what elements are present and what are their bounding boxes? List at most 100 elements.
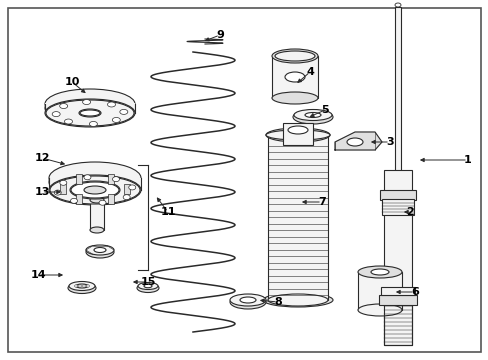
Bar (45, 103, 135, 113)
Bar (108, 194, 114, 203)
Ellipse shape (263, 293, 332, 307)
Bar (394, 7, 400, 185)
Ellipse shape (74, 285, 77, 287)
Ellipse shape (79, 109, 101, 117)
Text: 11: 11 (160, 207, 175, 217)
Bar (76, 194, 82, 203)
Ellipse shape (138, 283, 158, 289)
Ellipse shape (265, 130, 329, 140)
Ellipse shape (84, 175, 91, 180)
Bar (357, 272, 401, 310)
Ellipse shape (112, 177, 119, 182)
Text: 12: 12 (34, 153, 50, 163)
Ellipse shape (370, 269, 388, 275)
Bar (380, 287, 414, 295)
Text: 13: 13 (34, 187, 50, 197)
Ellipse shape (271, 49, 317, 63)
Ellipse shape (293, 109, 331, 121)
Text: 14: 14 (30, 270, 46, 280)
Ellipse shape (80, 110, 100, 116)
Ellipse shape (45, 99, 135, 127)
Ellipse shape (64, 119, 72, 124)
Ellipse shape (271, 92, 317, 104)
Ellipse shape (274, 51, 314, 61)
Ellipse shape (89, 121, 97, 126)
Ellipse shape (229, 295, 265, 309)
Polygon shape (334, 132, 381, 150)
Text: 5: 5 (321, 105, 328, 115)
Bar (383, 305, 411, 345)
Ellipse shape (86, 246, 114, 258)
Ellipse shape (90, 227, 104, 233)
Ellipse shape (137, 284, 159, 292)
Bar (124, 184, 130, 194)
Ellipse shape (285, 72, 305, 82)
Ellipse shape (60, 180, 67, 185)
Ellipse shape (45, 92, 135, 124)
Text: 6: 6 (410, 287, 418, 297)
Bar (283, 123, 312, 145)
Text: 1: 1 (463, 155, 471, 165)
Bar (108, 175, 114, 184)
Text: 7: 7 (318, 197, 325, 207)
Ellipse shape (60, 104, 67, 108)
Ellipse shape (357, 266, 401, 278)
Bar (76, 175, 82, 184)
Ellipse shape (82, 100, 90, 104)
Ellipse shape (128, 185, 136, 190)
Bar (271, 56, 317, 98)
Bar (381, 199, 413, 215)
Ellipse shape (240, 297, 256, 303)
Text: 10: 10 (64, 77, 80, 87)
Ellipse shape (46, 100, 134, 126)
Ellipse shape (112, 117, 120, 122)
Bar (60, 184, 66, 194)
Ellipse shape (86, 245, 114, 255)
Ellipse shape (90, 197, 104, 203)
Ellipse shape (229, 294, 265, 306)
Text: 2: 2 (406, 207, 413, 217)
Text: 15: 15 (140, 277, 155, 287)
Ellipse shape (71, 182, 119, 198)
Ellipse shape (287, 126, 307, 134)
Ellipse shape (107, 102, 115, 107)
Ellipse shape (70, 198, 77, 203)
Ellipse shape (99, 200, 106, 205)
Text: 9: 9 (216, 30, 224, 40)
Ellipse shape (49, 162, 141, 194)
Bar (49, 178, 141, 190)
Bar (90, 200, 104, 230)
Text: 8: 8 (274, 297, 281, 307)
Ellipse shape (305, 112, 320, 117)
Ellipse shape (49, 175, 141, 205)
Text: 4: 4 (305, 67, 313, 77)
Text: 3: 3 (386, 137, 393, 147)
Ellipse shape (267, 294, 327, 306)
Ellipse shape (357, 304, 401, 316)
Ellipse shape (394, 3, 400, 7)
Ellipse shape (52, 112, 60, 117)
Ellipse shape (292, 110, 332, 124)
Ellipse shape (265, 128, 329, 142)
Ellipse shape (82, 285, 85, 287)
Ellipse shape (76, 284, 88, 288)
Ellipse shape (70, 181, 120, 199)
Ellipse shape (94, 248, 106, 252)
Ellipse shape (86, 285, 89, 287)
Ellipse shape (346, 138, 362, 146)
Ellipse shape (49, 165, 141, 199)
Ellipse shape (69, 282, 95, 291)
Ellipse shape (50, 176, 140, 204)
Ellipse shape (84, 186, 106, 194)
Ellipse shape (45, 89, 135, 119)
Ellipse shape (68, 283, 96, 293)
Bar (383, 170, 411, 345)
Bar (379, 190, 415, 200)
Ellipse shape (143, 284, 152, 288)
Ellipse shape (79, 285, 81, 287)
Ellipse shape (54, 190, 61, 195)
Ellipse shape (120, 109, 127, 114)
Ellipse shape (123, 195, 130, 200)
Bar (378, 295, 416, 305)
Bar (267, 135, 327, 300)
